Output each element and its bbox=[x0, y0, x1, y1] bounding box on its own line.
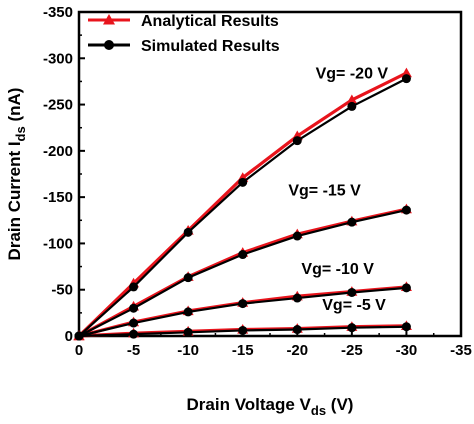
y-axis-title-unit: (nA) bbox=[5, 88, 24, 127]
y-tick-label: -100 bbox=[43, 235, 73, 252]
x-tick-label: -20 bbox=[286, 342, 308, 359]
x-tick-label: -35 bbox=[450, 342, 472, 359]
x-tick-label: -25 bbox=[341, 342, 363, 359]
data-point-simulated bbox=[347, 323, 357, 333]
curve-annotation: Vg= -5 V bbox=[322, 297, 386, 314]
series-layer bbox=[73, 67, 412, 341]
y-tick-label: -300 bbox=[43, 50, 73, 67]
y-tick-label: -150 bbox=[43, 189, 73, 206]
x-axis-title-unit: (V) bbox=[326, 395, 353, 414]
data-point-simulated bbox=[238, 325, 248, 335]
data-point-simulated bbox=[129, 318, 139, 328]
data-point-simulated bbox=[74, 331, 84, 341]
data-point-simulated bbox=[238, 299, 248, 309]
legend-marker-circle bbox=[104, 40, 114, 50]
y-tick-label: -250 bbox=[43, 97, 73, 114]
x-tick-label: -15 bbox=[232, 342, 254, 359]
legend-label-analytical: Analytical Results bbox=[141, 13, 279, 30]
legend: Analytical Results Simulated Results bbox=[88, 13, 280, 55]
legend-label-simulated: Simulated Results bbox=[141, 38, 280, 55]
y-axis-title-main: Drain Current I bbox=[5, 141, 24, 260]
curve-annotation: Vg= -15 V bbox=[288, 182, 361, 199]
x-axis-title-sub: ds bbox=[311, 403, 326, 418]
x-tick-label: 0 bbox=[75, 342, 83, 359]
x-axis-title-main: Drain Voltage V bbox=[187, 395, 312, 414]
x-tick-label: -10 bbox=[177, 342, 199, 359]
y-axis-title: Drain Current Ids (nA) bbox=[5, 88, 28, 261]
data-point-simulated bbox=[183, 273, 193, 283]
data-point-simulated bbox=[238, 250, 248, 260]
data-point-simulated bbox=[129, 303, 139, 313]
data-point-simulated bbox=[183, 307, 193, 317]
curve-annotation: Vg= -20 V bbox=[316, 66, 389, 83]
data-point-simulated bbox=[401, 205, 411, 215]
y-tick-label: -350 bbox=[43, 4, 73, 21]
y-axis-title-sub: ds bbox=[13, 126, 28, 141]
data-point-simulated bbox=[292, 231, 302, 241]
data-point-simulated bbox=[347, 217, 357, 227]
y-tick-label: -50 bbox=[51, 282, 73, 299]
annotations: Vg= -20 V Vg= -15 V Vg= -10 V Vg= -5 V bbox=[288, 66, 388, 314]
data-point-simulated bbox=[292, 136, 302, 146]
data-point-simulated bbox=[347, 287, 357, 297]
data-point-simulated bbox=[129, 282, 139, 292]
data-point-simulated bbox=[238, 177, 248, 187]
x-tick-label: -30 bbox=[396, 342, 418, 359]
data-point-simulated bbox=[183, 327, 193, 337]
data-point-simulated bbox=[129, 329, 139, 339]
data-point-analytical bbox=[400, 67, 412, 78]
legend-marker-triangle bbox=[103, 14, 115, 25]
data-point-simulated bbox=[401, 283, 411, 293]
data-point-simulated bbox=[292, 325, 302, 335]
curve-annotation: Vg= -10 V bbox=[301, 261, 374, 278]
x-tick-label: -5 bbox=[127, 342, 140, 359]
data-point-simulated bbox=[292, 293, 302, 303]
data-point-simulated bbox=[401, 322, 411, 332]
data-point-simulated bbox=[401, 74, 411, 84]
axis-ticks: 0 -5 -10 -15 -20 -25 -30 -350-50-100-150-200-25… bbox=[43, 4, 472, 359]
data-point-analytical bbox=[346, 94, 358, 105]
data-point-simulated bbox=[183, 227, 193, 237]
y-tick-label: 0 bbox=[65, 328, 73, 345]
data-point-simulated bbox=[347, 101, 357, 111]
y-tick-label: -200 bbox=[43, 143, 73, 160]
x-axis-title: Drain Voltage Vds (V) bbox=[187, 395, 354, 418]
